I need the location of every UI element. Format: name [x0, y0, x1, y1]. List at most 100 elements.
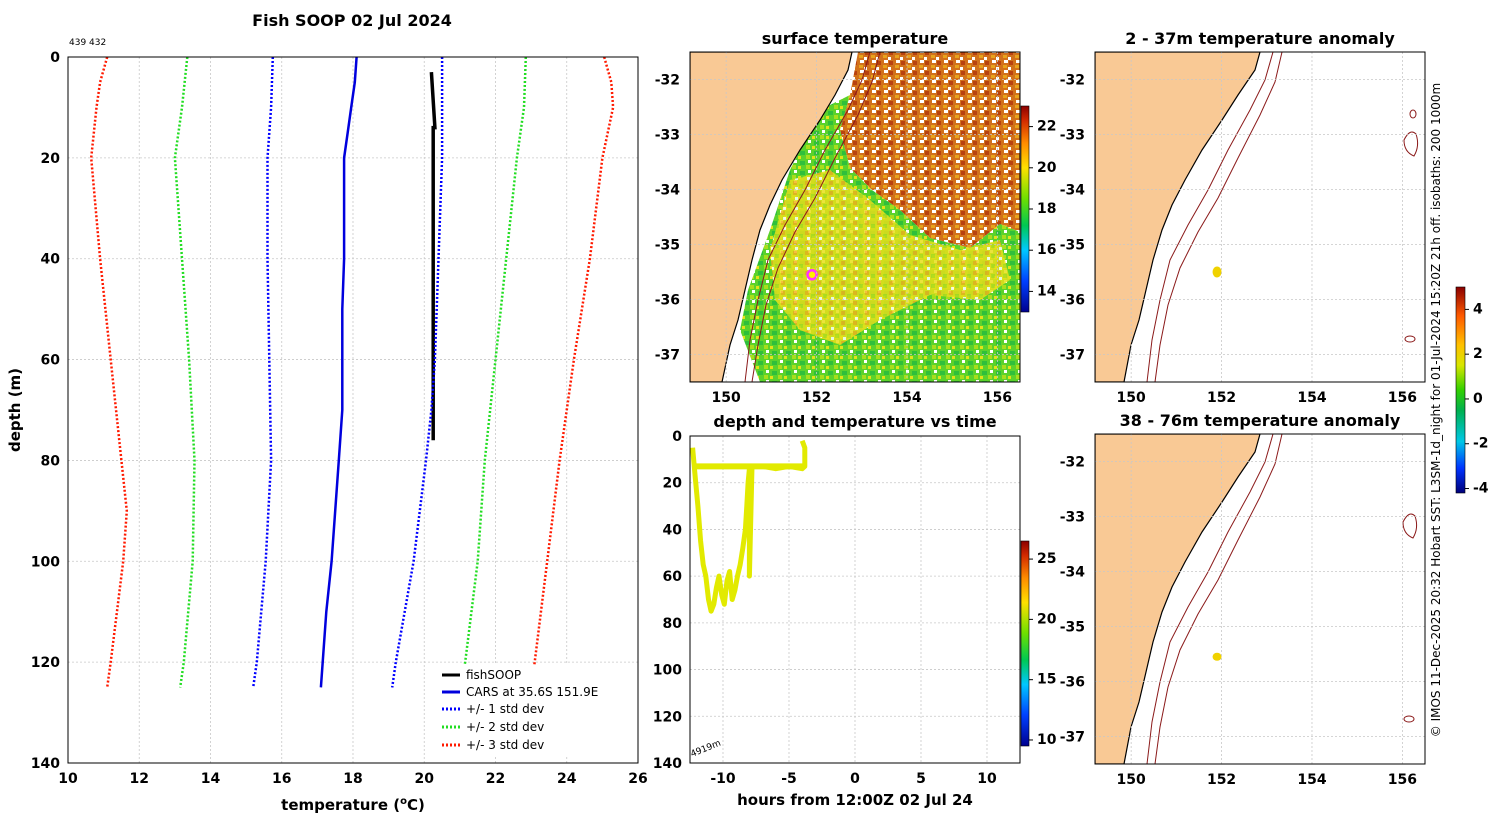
- sst-warm-region: [840, 52, 1020, 248]
- timeseries-colorbar-tick-label: 10: [1037, 732, 1057, 748]
- timeseries-title: depth and temperature vs time: [713, 412, 996, 431]
- sst-lat-tick-label: -37: [655, 348, 680, 364]
- anomaly-2-grid: [1095, 434, 1425, 764]
- anomaly-1-lon-tick-label: 154: [1297, 390, 1326, 406]
- anomaly-2-isobath-1000: [1154, 434, 1283, 764]
- legend-label-cars: CARS at 35.6S 151.9E: [466, 685, 598, 699]
- anomaly-colorbar-tick-label: -4: [1473, 481, 1489, 497]
- profile-grid: [68, 57, 638, 763]
- profile-x-tick-label: 10: [58, 771, 78, 787]
- profile-y-tick-label: 100: [31, 554, 60, 570]
- anomaly-1-map-image: [1095, 52, 1425, 382]
- sst-colorbar-tick-label: 22: [1037, 119, 1056, 135]
- profile-x-label-end: C): [407, 796, 425, 814]
- profile-y-tick-label: 40: [41, 252, 61, 268]
- anomaly-2-seamount-1: [1402, 513, 1418, 539]
- timeseries-y-tick-label: 60: [663, 569, 683, 585]
- anomaly-1-station-marker: [1212, 266, 1222, 278]
- timeseries-x-tick-label: 10: [977, 771, 997, 787]
- timeseries-colorbar-tick-label: 20: [1037, 611, 1057, 627]
- anomaly-colorbar-tick-label: -2: [1473, 436, 1489, 452]
- profile-panel: Fish SOOP 02 Jul 2024 439 432 10 12 14 16 18…: [6, 11, 648, 814]
- timeseries-y-tick-label: 100: [653, 663, 682, 679]
- anomaly-2-station-marker: [1212, 652, 1222, 661]
- anomaly-2-lat-tick-label: -32: [1060, 455, 1085, 471]
- anomaly-colorbar-ticks: 4 2 0 -2 -4: [1465, 301, 1489, 497]
- legend-box: [437, 665, 617, 757]
- cars-profile-line: [319, 56, 358, 688]
- anomaly-2-map-image: [1095, 434, 1425, 764]
- legend-label-std3: +/- 3 std dev: [466, 738, 544, 752]
- profile-ids: 439 432: [69, 38, 106, 48]
- std-dev-line: [390, 57, 444, 688]
- legend-label-std1: +/- 1 std dev: [466, 702, 544, 716]
- anomaly-map-1-panel: 2 - 37m temperature anomaly 150 152 154 156…: [1060, 29, 1489, 497]
- sst-colorbar-tick-label: 14: [1037, 283, 1057, 299]
- sst-colorbar-tick-label: 18: [1037, 201, 1056, 217]
- anomaly-colorbar-tick-label: 0: [1473, 391, 1483, 407]
- timeseries-y-tick-label: 120: [653, 709, 682, 725]
- anomaly-colorbar-tick-label: 4: [1473, 301, 1483, 317]
- anomaly-2-lon-tick-label: 156: [1388, 772, 1417, 788]
- profile-axes-frame: [67, 56, 639, 764]
- sst-lon-tick-label: 150: [712, 390, 741, 406]
- timeseries-x-tick-label: -5: [781, 771, 797, 787]
- anomaly-1-isobath-1000: [1154, 52, 1283, 382]
- timeseries-colorbar-tick-label: 15: [1037, 672, 1056, 688]
- timeseries-colorbar-tick-label: 25: [1037, 551, 1056, 567]
- profile-y-tick-label: 80: [41, 453, 61, 469]
- timeseries-colorbar-ticks: 25 20 15 10: [1029, 551, 1057, 748]
- sst-ticks: 150 152 154 156 -32 -33 -34 -35 -36 -37: [655, 73, 1012, 407]
- timeseries-frame: [689, 435, 1021, 764]
- timeseries-x-label: hours from 12:00Z 02 Jul 24: [737, 791, 973, 809]
- sst-colorbar-ticks: 22 20 18 16 14: [1029, 119, 1057, 299]
- sst-station-marker: [806, 269, 818, 281]
- anomaly-1-seamount-3: [1404, 335, 1416, 343]
- profile-x-ticks: 10 12 14 16 18 20 22 24 26: [58, 771, 647, 787]
- profile-x-label-sup: o: [400, 796, 407, 807]
- sst-lon-tick-label: 154: [892, 390, 921, 406]
- sst-frame: [689, 51, 1021, 383]
- sst-lat-tick-label: -34: [655, 183, 681, 199]
- profile-y-tick-label: 60: [41, 353, 61, 369]
- anomaly-colorbar-tick-label: 2: [1473, 346, 1483, 362]
- profile-x-tick-label: 12: [130, 771, 149, 787]
- anomaly-2-lat-tick-label: -34: [1060, 565, 1086, 581]
- timeseries-y-tick-label: 80: [663, 616, 683, 632]
- sst-colorbar: [1020, 105, 1030, 313]
- credit-text: © IMOS 11-Dec-2025 20:32 Hobart SST: L3S…: [1429, 83, 1443, 738]
- std-dev-line: [458, 56, 528, 688]
- sst-map-image: [690, 52, 1020, 382]
- profile-x-label: temperature (oC): [281, 796, 425, 814]
- timeseries-y-tick-label: 140: [653, 756, 682, 772]
- anomaly-2-lon-tick-label: 154: [1297, 772, 1326, 788]
- sst-map-panel: surface temperature 150 152 154 156 -32 -33 -3…: [655, 29, 1057, 406]
- anomaly-1-lat-tick-label: -36: [1060, 293, 1085, 309]
- anomaly-2-lat-tick-label: -33: [1060, 510, 1085, 526]
- anomaly-1-seamount-1: [1409, 109, 1417, 119]
- std-dev-line: [89, 56, 129, 688]
- profile-x-tick-label: 26: [628, 771, 647, 787]
- anomaly-2-isobath-200: [1146, 434, 1274, 764]
- sst-lat-tick-label: -33: [655, 128, 680, 144]
- anomaly-2-title: 38 - 76m temperature anomaly: [1120, 411, 1401, 430]
- anomaly-1-lat-tick-label: -32: [1060, 73, 1085, 89]
- legend: fishSOOP CARS at 35.6S 151.9E +/- 1 std …: [437, 665, 617, 757]
- timeseries-x-tick-label: -10: [710, 771, 736, 787]
- profile-x-tick-label: 22: [486, 771, 505, 787]
- anomaly-2-lat-tick-label: -36: [1060, 675, 1085, 691]
- legend-label-std2: +/- 2 std dev: [466, 720, 544, 734]
- timeseries-x-tick-label: 0: [850, 771, 860, 787]
- timeseries-x-tick-label: 5: [916, 771, 926, 787]
- profile-y-tick-label: 0: [50, 50, 60, 66]
- anomaly-1-lat-tick-label: -37: [1060, 348, 1085, 364]
- std-dev-line: [529, 56, 615, 688]
- anomaly-1-lon-tick-label: 150: [1117, 390, 1146, 406]
- profile-x-tick-label: 14: [201, 771, 221, 787]
- profile-x-label-main: temperature (: [281, 796, 400, 814]
- profile-y-tick-label: 140: [31, 756, 60, 772]
- sst-lat-tick-label: -36: [655, 293, 680, 309]
- sst-lon-tick-label: 156: [983, 390, 1012, 406]
